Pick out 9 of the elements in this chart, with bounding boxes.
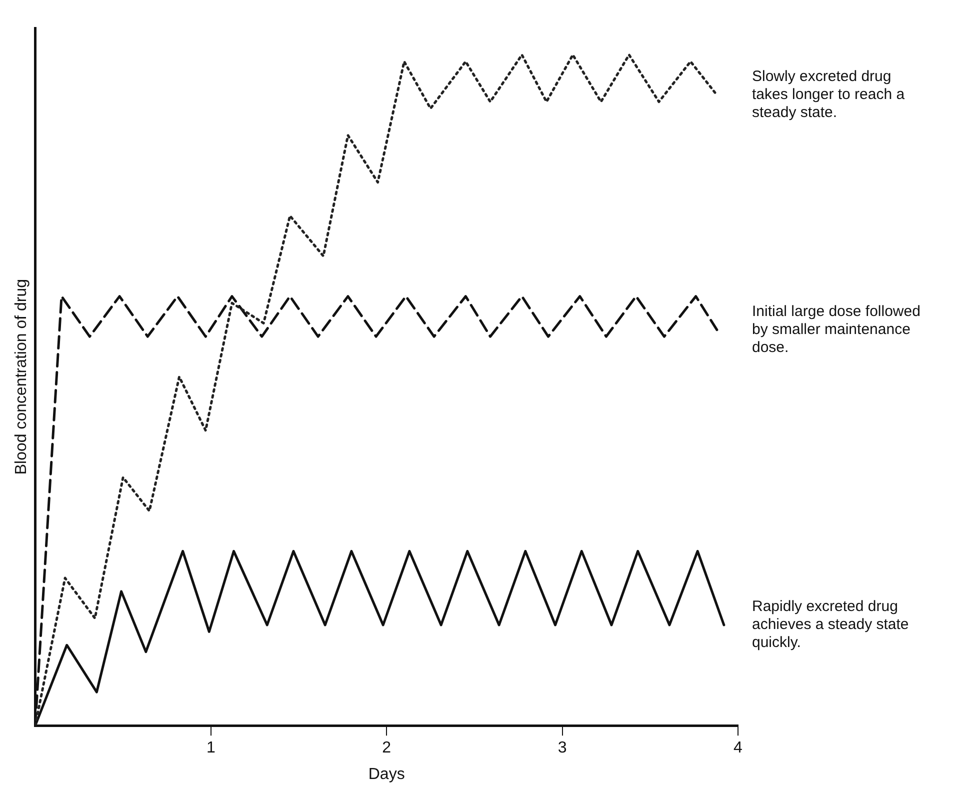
x-tick-label: 2 <box>382 740 392 757</box>
x-tick-label: 3 <box>558 740 567 757</box>
y-axis-title: Blood concentration of drug <box>13 278 30 475</box>
text: Rapidly excreted drug achieves a steady state quickly. <box>752 598 909 652</box>
x-axis-title: Days <box>368 766 405 783</box>
text: Slowly excreted drug takes longer to reach a steady state. <box>752 68 906 122</box>
text: Initial large dose followed by smaller maintenance dose. <box>752 302 920 356</box>
x-tick-label: 4 <box>734 740 743 757</box>
x-tick-label: 1 <box>206 740 216 757</box>
